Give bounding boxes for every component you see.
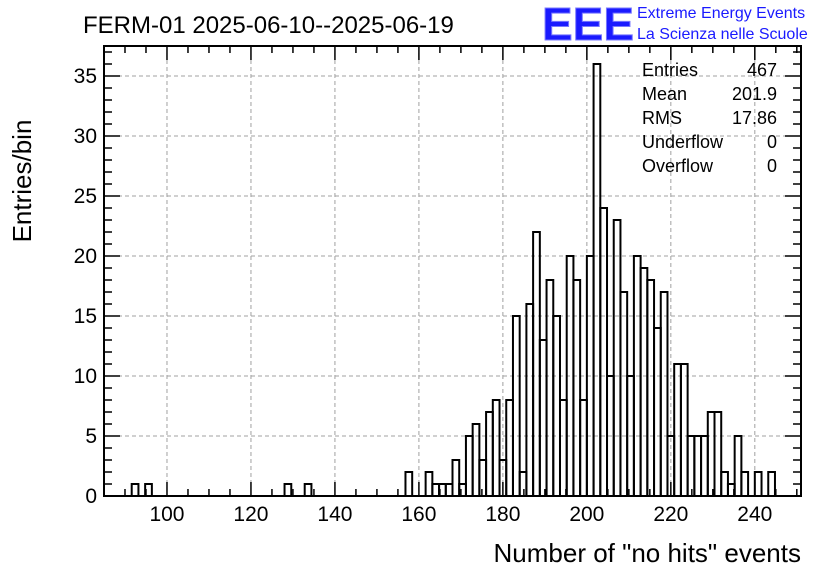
stats-value-2: 17.86: [732, 108, 777, 128]
logo-line1: Extreme Energy Events: [637, 5, 805, 22]
histogram-bin-9: [451, 459, 461, 497]
stats-label-2: RMS: [642, 108, 682, 128]
histogram-bin-25: [558, 399, 568, 497]
stats-label-1: Mean: [642, 84, 687, 104]
histogram-bin-45: [693, 435, 703, 497]
logo-line2: La Scienza nelle Scuole: [637, 26, 808, 43]
histogram-bin-39: [653, 327, 662, 497]
histogram-bin-11: [464, 435, 474, 497]
plot-frame: [103, 45, 802, 497]
y-tick-label-4: 20: [74, 245, 97, 268]
histogram-bin-22: [538, 339, 548, 497]
stats-value-3: 0: [767, 132, 777, 152]
axis-ticks: [104, 46, 801, 497]
histogram-bin-13: [478, 459, 488, 497]
histogram-bin-53: [753, 471, 763, 497]
stats-value-1: 201.9: [732, 84, 777, 104]
stats-label-3: Underflow: [642, 132, 724, 152]
x-tick-label-7: 240: [737, 503, 772, 526]
y-tick-label-3: 15: [74, 305, 97, 328]
histogram-bin-47: [706, 411, 716, 497]
histogram-bin-31: [599, 207, 609, 497]
histogram-bin-2: [283, 483, 293, 497]
x-tick-label-4: 180: [485, 503, 520, 526]
histogram-bars: [130, 63, 776, 497]
x-tick-label-5: 200: [569, 503, 604, 526]
x-tick-label-6: 220: [653, 503, 688, 526]
histogram-bin-19: [518, 471, 528, 497]
histogram-bin-44: [686, 435, 696, 497]
histogram-bin-21: [532, 231, 541, 497]
grid: [104, 46, 801, 496]
stats-label-0: Entries: [642, 60, 698, 80]
histogram-bin-15: [491, 399, 501, 497]
x-tick-label-1: 120: [233, 503, 268, 526]
histogram-bin-20: [525, 303, 535, 497]
stats-value-4: 0: [767, 156, 777, 176]
y-tick-label-1: 5: [85, 425, 97, 448]
histogram-bin-52: [740, 471, 750, 497]
histogram-bin-43: [679, 363, 689, 497]
histogram-bin-6: [431, 483, 441, 497]
stats-label-4: Overflow: [642, 156, 714, 176]
histogram-bin-49: [720, 471, 729, 497]
stats-value-0: 467: [747, 60, 777, 80]
eee-logo: EEE Extreme Energy Events La Scienza nel…: [542, 0, 808, 51]
histogram-bin-8: [444, 483, 454, 497]
histogram-bin-14: [485, 411, 494, 497]
histogram-bin-51: [733, 435, 743, 497]
x-tick-label-3: 160: [401, 503, 436, 526]
chart-title: FERM-01 2025-06-10--2025-06-19: [83, 12, 454, 39]
histogram-bin-12: [471, 423, 481, 497]
y-tick-label-5: 25: [74, 185, 97, 208]
x-tick-label-0: 100: [149, 503, 184, 526]
tick-labels: 100 120 140 160 180 200 220 240 0 5 10 15 20 25 30 35: [74, 65, 773, 526]
histogram-bin-17: [505, 399, 514, 497]
y-tick-label-7: 35: [74, 65, 97, 88]
histogram-bin-28: [579, 399, 588, 497]
histogram-bin-37: [639, 267, 649, 497]
histogram-bin-24: [552, 315, 561, 497]
histogram-bin-48: [713, 411, 723, 497]
histogram-bin-33: [612, 219, 622, 497]
histogram-bin-5: [424, 471, 434, 497]
y-tick-label-6: 30: [74, 125, 97, 148]
histogram-bin-30: [592, 63, 602, 497]
eee-logo-mark: EEE: [542, 0, 634, 50]
histogram-bin-0: [130, 483, 140, 497]
histogram-bin-27: [572, 279, 582, 497]
histogram-bin-23: [545, 279, 555, 497]
y-tick-label-2: 10: [74, 365, 97, 388]
y-axis-label: Entries/bin: [7, 120, 37, 243]
histogram-bin-54: [767, 471, 776, 497]
x-axis-label: Number of "no hits" events: [494, 538, 802, 568]
stats-box: Entries 467 Mean 201.9 RMS 17.86 Underflow 0 Ove…: [642, 60, 777, 176]
y-tick-label-0: 0: [85, 485, 97, 508]
histogram-bin-3: [303, 483, 313, 497]
histogram-bin-40: [659, 291, 669, 497]
x-tick-label-2: 140: [317, 503, 352, 526]
histogram-bin-4: [404, 471, 414, 497]
histogram-bin-34: [619, 291, 629, 497]
histogram-bin-38: [646, 279, 656, 497]
histogram-bin-42: [673, 363, 682, 497]
histogram-bin-46: [700, 435, 709, 497]
histogram-bin-18: [511, 315, 521, 497]
